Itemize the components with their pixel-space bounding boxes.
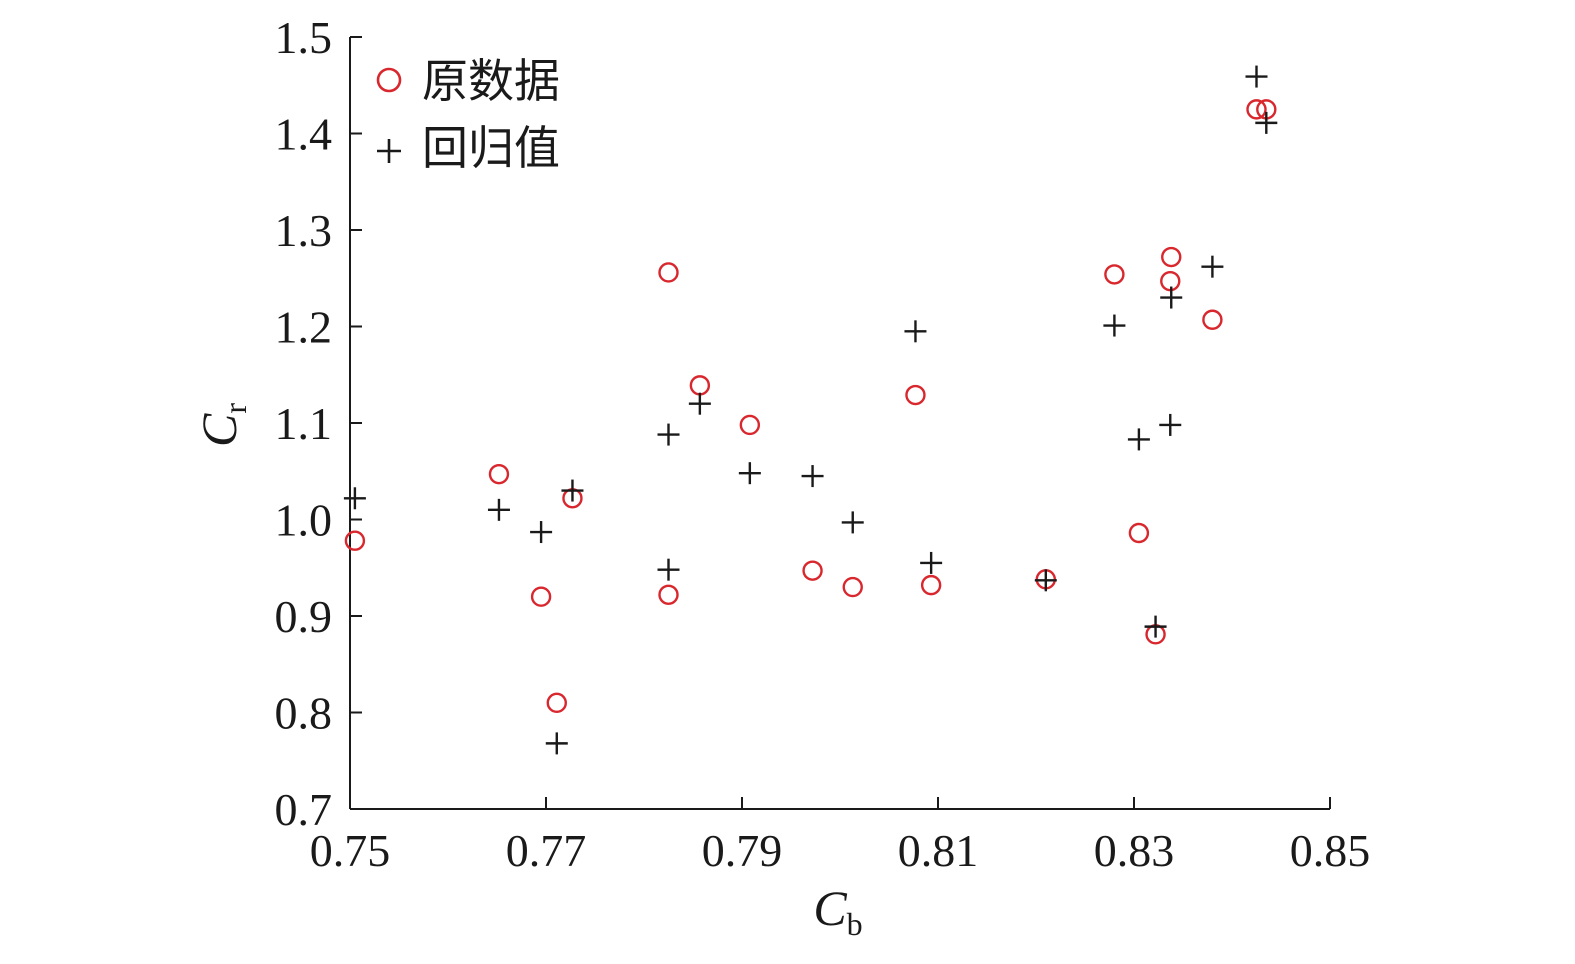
data-point-plus [1103, 314, 1126, 337]
y-axis-title-main: C [191, 413, 247, 447]
data-point-circle [739, 414, 761, 436]
data-point-plus [530, 521, 553, 544]
data-point-circle [546, 692, 567, 714]
legend-label-original-data: 原数据 [422, 54, 560, 108]
legend-marker-circle [376, 67, 402, 93]
data-point-plus [1034, 569, 1057, 592]
data-point-plus [1160, 286, 1183, 309]
y-tick-label: 1.3 [275, 205, 333, 256]
y-tick-label: 1.0 [275, 495, 333, 546]
data-point-plus [561, 479, 584, 502]
y-axis-ticks: 0.7 0.8 0.9 1.0 1.1 1.2 1.3 1.4 1.5 [275, 12, 362, 835]
data-point-circle [344, 530, 366, 551]
data-point-circle [1128, 522, 1150, 544]
data-point-circle [920, 574, 942, 596]
series-regression-value [343, 65, 1278, 755]
data-point-plus [487, 498, 510, 521]
x-tick-label: 0.77 [506, 825, 587, 876]
series-original-data [344, 99, 1277, 714]
y-tick-label: 0.9 [275, 591, 333, 642]
data-points [343, 65, 1278, 755]
data-point-circle [1246, 99, 1267, 120]
x-axis-title-main: C [813, 880, 847, 936]
x-axis-title: Cb [813, 880, 862, 942]
x-tick-label: 0.75 [310, 825, 391, 876]
data-point-plus [1201, 255, 1224, 278]
data-point-plus [1245, 65, 1268, 88]
data-point-plus [1127, 428, 1150, 451]
data-point-circle [802, 560, 823, 581]
data-point-plus [688, 392, 711, 415]
data-point-plus [545, 732, 568, 755]
data-point-plus [1159, 413, 1182, 436]
data-point-circle [488, 463, 510, 485]
data-point-circle [1104, 264, 1125, 285]
data-point-circle [1161, 246, 1182, 268]
data-point-plus [1144, 615, 1167, 638]
y-tick-label: 0.8 [275, 688, 333, 739]
x-tick-label: 0.85 [1290, 825, 1371, 876]
y-tick-label: 1.1 [275, 398, 333, 449]
y-tick-label: 1.5 [275, 12, 333, 63]
y-axis-title: Cr [191, 403, 253, 447]
data-point-plus [738, 462, 761, 485]
y-tick-label: 1.4 [275, 109, 333, 160]
data-point-plus [657, 423, 680, 446]
x-axis-title-sub: b [847, 906, 863, 942]
y-tick-label: 1.2 [275, 302, 333, 353]
data-point-circle [658, 584, 679, 605]
x-tick-label: 0.79 [702, 825, 783, 876]
data-point-circle [842, 576, 863, 598]
data-point-circle [905, 384, 926, 406]
data-point-circle [658, 262, 679, 283]
x-tick-label: 0.81 [898, 825, 979, 876]
legend-label-regression-value: 回归值 [422, 121, 560, 175]
y-axis-title-sub: r [217, 403, 253, 414]
data-point-plus [841, 511, 864, 534]
y-tick-label: 0.7 [275, 784, 333, 835]
data-point-circle [530, 586, 552, 607]
data-point-plus [343, 487, 366, 510]
data-point-plus [801, 465, 824, 488]
x-tick-label: 0.83 [1094, 825, 1175, 876]
data-point-circle [689, 375, 711, 396]
data-point-plus [904, 320, 927, 343]
data-point-plus [1255, 111, 1278, 134]
legend: 原数据 回归值 [376, 54, 560, 175]
data-point-circle [1202, 309, 1223, 330]
data-point-plus [920, 551, 943, 574]
data-point-plus [657, 558, 680, 581]
x-axis-ticks: 0.75 0.77 0.79 0.81 0.83 0.85 [310, 797, 1371, 876]
legend-marker-plus [377, 139, 401, 163]
